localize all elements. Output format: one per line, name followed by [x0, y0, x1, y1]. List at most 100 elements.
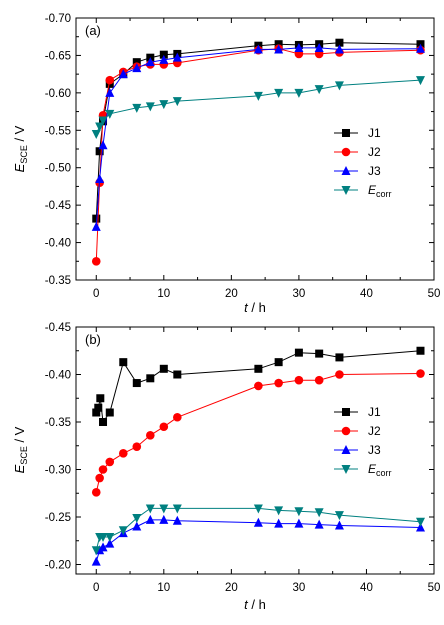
- data-point: [132, 103, 142, 113]
- y-tick-label: -0.60: [45, 88, 71, 100]
- data-point: [416, 346, 425, 355]
- legend-label: J1: [368, 405, 381, 419]
- data-point: [415, 76, 425, 86]
- legend-item: J1: [334, 405, 381, 419]
- data-point: [253, 91, 263, 101]
- y-tick-label: -0.35: [45, 275, 71, 287]
- data-point: [95, 147, 104, 156]
- data-point: [92, 408, 101, 417]
- legend-label: J3: [368, 443, 381, 457]
- data-point: [98, 542, 108, 552]
- data-point: [119, 358, 128, 367]
- data-point: [173, 370, 182, 379]
- data-point: [146, 374, 155, 383]
- data-point: [159, 422, 169, 432]
- legend-label: J3: [368, 164, 381, 178]
- x-tick-label: 20: [225, 582, 238, 594]
- x-tick-label: 30: [293, 582, 306, 594]
- y-tick-label: -0.40: [45, 238, 71, 250]
- data-point: [274, 88, 284, 98]
- data-point: [91, 130, 101, 140]
- data-point: [415, 43, 425, 53]
- legend-marker: [341, 166, 351, 175]
- x-tick-label: 40: [360, 288, 373, 300]
- legend-item: J1: [334, 126, 381, 140]
- data-point: [274, 40, 283, 49]
- data-point: [173, 412, 182, 422]
- data-point: [91, 256, 101, 266]
- data-point: [416, 369, 425, 378]
- data-point: [314, 375, 324, 385]
- legend-marker: [341, 147, 351, 157]
- data-point: [172, 52, 182, 62]
- legend-item: J2: [334, 424, 381, 438]
- y-tick-label: -0.35: [45, 417, 71, 429]
- data-point: [105, 408, 114, 417]
- data-point: [253, 44, 263, 54]
- x-tick-label: 50: [428, 582, 441, 594]
- x-tick-label: 20: [225, 288, 238, 300]
- data-point: [172, 504, 182, 514]
- data-point: [274, 378, 283, 388]
- data-point: [132, 58, 141, 67]
- data-point: [132, 379, 141, 388]
- data-point: [314, 85, 324, 95]
- series-j3: [91, 514, 425, 566]
- data-point: [99, 418, 108, 426]
- legend-item: J3: [334, 164, 381, 178]
- data-point: [145, 57, 155, 67]
- data-point: [274, 518, 284, 528]
- data-point: [254, 364, 263, 373]
- data-point: [334, 520, 344, 530]
- data-point: [132, 521, 142, 531]
- data-point: [105, 532, 115, 542]
- y-tick-label: -0.50: [45, 163, 71, 175]
- data-point: [98, 465, 108, 474]
- data-point: [294, 42, 304, 52]
- data-point: [294, 88, 304, 98]
- series-j2: [91, 369, 425, 497]
- data-point: [253, 504, 263, 514]
- data-point: [132, 513, 142, 523]
- legend-label: J1: [368, 126, 381, 140]
- y-axis-label: ESCE / V: [12, 125, 29, 172]
- data-point: [105, 109, 115, 119]
- y-tick-label: -0.45: [45, 322, 71, 334]
- data-point: [159, 54, 169, 64]
- data-point: [294, 375, 304, 385]
- legend-marker: [342, 129, 350, 137]
- data-point: [98, 116, 108, 126]
- y-axis-label: ESCE / V: [12, 426, 29, 473]
- data-point: [95, 473, 104, 483]
- data-point: [334, 44, 344, 54]
- legend-item: Ecorr: [334, 183, 392, 199]
- y-tick-label: -0.30: [45, 465, 71, 477]
- series-e-corr: [91, 76, 425, 140]
- y-tick-label: -0.45: [45, 200, 71, 212]
- legend: J1 J2 J3 Ecorr: [334, 405, 392, 478]
- data-point: [159, 514, 169, 524]
- data-point: [254, 381, 263, 391]
- data-point: [118, 449, 128, 458]
- series-j1: [92, 346, 425, 426]
- legend-marker: [341, 186, 351, 195]
- y-tick-label: -0.55: [45, 125, 71, 137]
- data-point: [145, 514, 155, 524]
- data-point: [159, 504, 169, 514]
- data-point: [334, 511, 344, 521]
- data-point: [335, 353, 344, 362]
- data-point: [95, 173, 105, 183]
- panel-label: (a): [85, 23, 101, 38]
- y-tick-label: -0.40: [45, 370, 71, 382]
- y-tick-label: -0.70: [45, 13, 71, 25]
- legend-item: J3: [334, 443, 381, 457]
- y-tick-label: -0.20: [45, 560, 71, 572]
- data-point: [105, 75, 115, 85]
- data-point: [98, 140, 108, 150]
- x-tick-label: 10: [157, 582, 170, 594]
- legend-marker: [341, 426, 351, 436]
- data-point: [146, 431, 155, 440]
- data-point: [335, 38, 344, 47]
- x-tick-label: 50: [428, 288, 441, 300]
- data-point: [274, 506, 284, 516]
